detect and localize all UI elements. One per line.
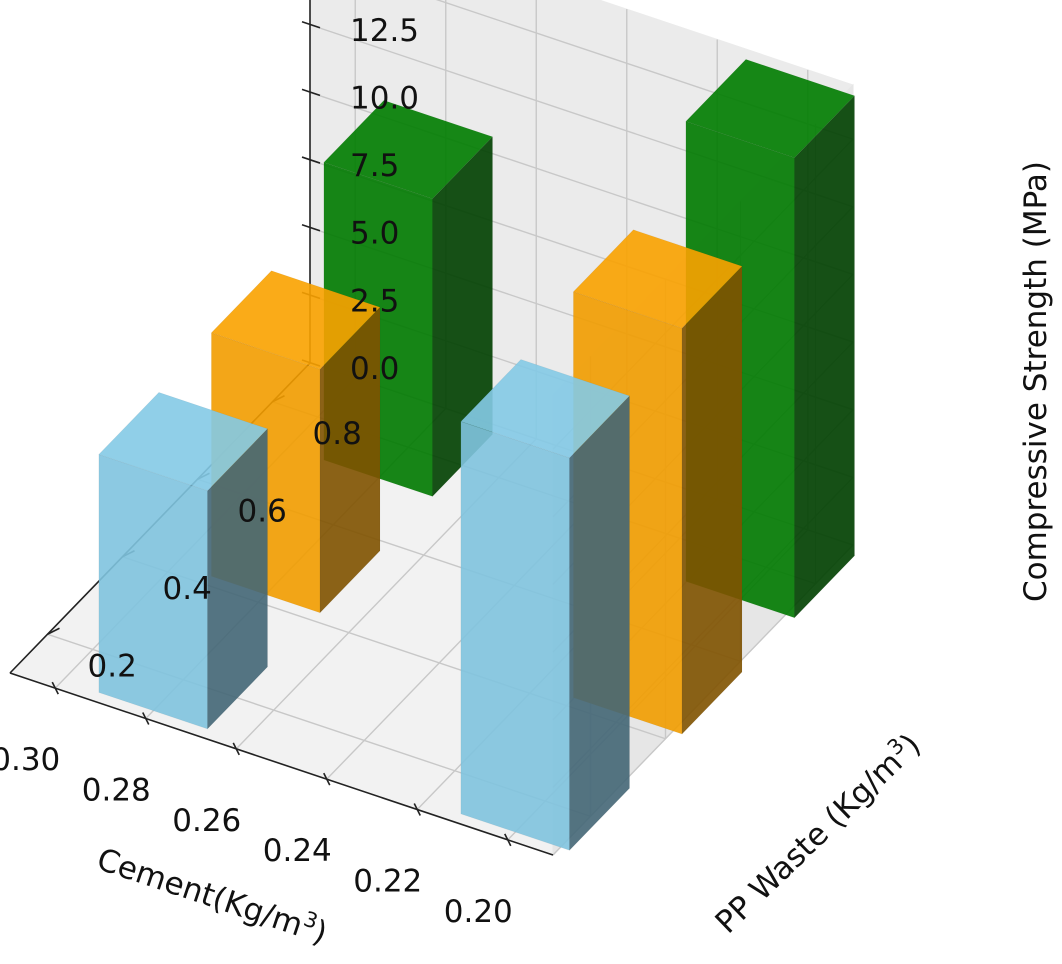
- x-tick-mark: [51, 681, 59, 695]
- z-tick-mark: [301, 223, 321, 232]
- bar: [98, 391, 269, 730]
- z-tick-mark: [301, 156, 321, 164]
- bar-side-face: [794, 94, 855, 619]
- bar: [460, 359, 631, 852]
- x-tick-mark: [232, 742, 240, 756]
- tick-labels: 0.20 0.22 0.24 0.26 0.28 0.30 0.2 0.4 0.6 0.8 0.0 2…: [0, 13, 513, 930]
- bar-top-face: [98, 391, 269, 492]
- bar-top-face: [460, 359, 631, 459]
- x-tick-label: 0.24: [263, 833, 332, 869]
- y-tick-mark: [47, 627, 60, 635]
- bar-top-face: [685, 58, 856, 159]
- y-axis-title: PP Waste (Kg/m3): [706, 725, 928, 941]
- x-tick-mark: [504, 833, 512, 847]
- z-tick-label: 10.0: [350, 80, 419, 116]
- bar-top-face: [572, 229, 743, 329]
- z-tick-label: 5.0: [350, 216, 399, 252]
- z-axis-title: Compressive Strength (MPa): [1018, 161, 1054, 602]
- x-tick-mark: [142, 712, 150, 725]
- bars: [98, 58, 856, 852]
- bar-side-face: [681, 265, 743, 735]
- z-tick-label: 12.5: [350, 13, 419, 49]
- z-tick-label: 7.5: [350, 148, 399, 184]
- bar-side-face: [569, 394, 630, 852]
- x-tick-label: 0.20: [444, 894, 513, 930]
- x-tick-mark: [413, 803, 421, 816]
- x-tick-label: 0.28: [82, 773, 151, 809]
- bar-top-face: [210, 270, 381, 370]
- z-tick-mark: [301, 21, 321, 29]
- y-tick-label: 0.8: [313, 416, 362, 452]
- bar-front-face: [460, 420, 570, 851]
- x-tick-label: 0.26: [172, 803, 241, 839]
- z-tick-label: 2.5: [350, 283, 399, 319]
- y-tick-label: 0.2: [88, 648, 137, 684]
- z-tick-mark: [301, 88, 321, 97]
- bar-top-face: [323, 99, 494, 200]
- y-tick-label: 0.6: [238, 493, 287, 529]
- x-tick-label: 0.30: [0, 742, 60, 778]
- z-tick-label: 0.0: [350, 351, 399, 387]
- y-tick-label: 0.4: [163, 571, 212, 607]
- x-tick-mark: [323, 772, 331, 786]
- x-axis-line: [9, 672, 554, 856]
- x-tick-label: 0.22: [353, 864, 422, 900]
